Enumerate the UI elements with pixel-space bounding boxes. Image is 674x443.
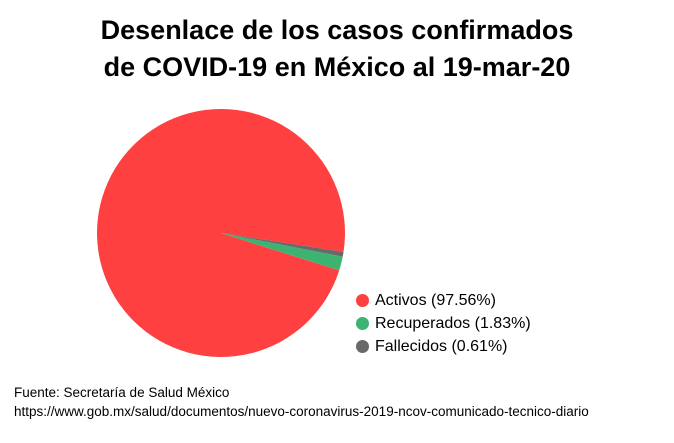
chart-title-line-2: de COVID-19 en México al 19-mar-20 xyxy=(103,52,571,82)
legend-marker-1 xyxy=(356,317,369,330)
source-note: Fuente: Secretaría de Salud México https… xyxy=(14,383,589,421)
legend-label-2: Fallecidos (0.61%) xyxy=(375,337,508,355)
legend-marker-2 xyxy=(356,340,369,353)
source-text: Fuente: Secretaría de Salud México xyxy=(14,385,230,400)
legend-item-2: Fallecidos (0.61%) xyxy=(356,335,531,358)
chart-legend: Activos (97.56%) Recuperados (1.83%) Falle… xyxy=(356,289,531,358)
chart-title: Desenlace de los casos confirmados de CO… xyxy=(0,12,674,86)
legend-item-0: Activos (97.56%) xyxy=(356,289,531,312)
legend-label-0: Activos (97.56%) xyxy=(375,291,496,309)
pie-slice-1 xyxy=(221,233,343,271)
chart-title-line-1: Desenlace de los casos confirmados xyxy=(100,15,574,45)
legend-item-1: Recuperados (1.83%) xyxy=(356,312,531,335)
pie-slice-0 xyxy=(97,108,346,357)
source-url: https://www.gob.mx/salud/documentos/nuev… xyxy=(14,404,589,419)
pie-slice-2 xyxy=(221,233,344,257)
legend-label-1: Recuperados (1.83%) xyxy=(375,314,531,332)
legend-marker-0 xyxy=(356,294,369,307)
